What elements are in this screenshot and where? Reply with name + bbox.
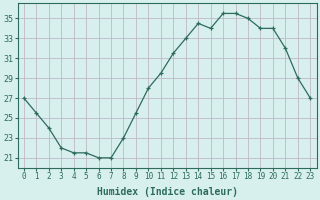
X-axis label: Humidex (Indice chaleur): Humidex (Indice chaleur) xyxy=(97,186,237,197)
